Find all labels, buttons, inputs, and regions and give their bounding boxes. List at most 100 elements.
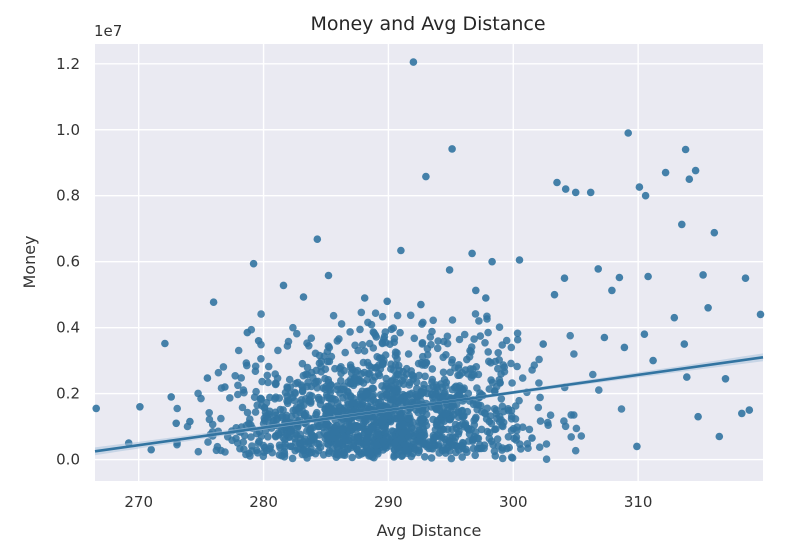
data-point (469, 444, 478, 453)
data-point (395, 379, 403, 388)
data-point (476, 401, 485, 410)
data-point (231, 372, 239, 380)
data-point (346, 392, 355, 400)
data-point (314, 446, 323, 455)
data-point (278, 425, 286, 434)
data-point (360, 347, 369, 355)
data-point (197, 394, 205, 403)
data-point (409, 58, 418, 66)
data-point (382, 382, 391, 391)
data-point (542, 440, 551, 448)
data-point (299, 371, 308, 380)
data-point (474, 370, 483, 379)
data-point (550, 290, 559, 299)
data-point (362, 389, 370, 398)
data-point (313, 408, 321, 417)
data-point (513, 426, 521, 435)
data-point (567, 433, 575, 441)
data-point (329, 311, 338, 320)
y-tick-labels: 0.0 0.2 0.4 0.6 0.8 1.0 1.2 (56, 55, 80, 469)
data-point (704, 304, 712, 312)
data-point (353, 424, 362, 432)
data-point (317, 368, 326, 376)
data-point (221, 383, 229, 391)
data-point (463, 355, 471, 364)
data-point (535, 355, 543, 364)
data-point (452, 382, 460, 391)
data-point (359, 358, 368, 367)
data-point (367, 433, 376, 442)
data-point (161, 339, 169, 348)
data-point (600, 333, 609, 342)
data-point (523, 440, 532, 448)
data-point (635, 183, 644, 191)
data-point (617, 405, 626, 413)
data-point (738, 409, 746, 418)
data-point (680, 340, 689, 348)
data-point (513, 362, 521, 371)
data-point (400, 373, 408, 382)
data-point (324, 342, 333, 350)
data-point (283, 342, 292, 350)
data-point (577, 432, 586, 440)
data-point (238, 403, 247, 412)
data-point (226, 394, 234, 402)
data-point (608, 286, 616, 295)
data-point (683, 373, 691, 381)
data-point (296, 399, 305, 407)
data-point (417, 300, 425, 309)
data-point (393, 311, 402, 320)
data-point (494, 349, 503, 357)
data-point (335, 335, 343, 343)
data-point (299, 437, 308, 446)
data-point (484, 328, 492, 337)
data-point (468, 249, 476, 258)
data-point (239, 386, 248, 394)
data-point (329, 428, 337, 437)
data-point (414, 422, 423, 430)
data-point (407, 424, 416, 432)
data-point (322, 391, 331, 399)
data-point (340, 382, 348, 391)
data-point (437, 434, 446, 442)
data-point (466, 346, 474, 355)
data-point (317, 357, 326, 366)
data-point (406, 311, 415, 320)
chart-title: Money and Avg Distance (310, 13, 545, 35)
data-point (396, 394, 404, 402)
data-point (393, 349, 401, 357)
data-point (439, 368, 448, 377)
data-point (458, 438, 467, 447)
grid-lines (95, 44, 763, 481)
data-point (311, 349, 320, 358)
data-point (324, 271, 333, 280)
data-point (388, 388, 397, 397)
data-point (480, 444, 488, 453)
data-point (442, 378, 451, 387)
data-point (323, 420, 332, 428)
data-point (276, 405, 285, 414)
data-point (507, 343, 516, 352)
data-point (528, 366, 536, 374)
data-point (513, 335, 522, 344)
data-point (418, 352, 427, 361)
data-point (313, 235, 322, 243)
data-point (383, 297, 392, 306)
data-point (710, 228, 719, 237)
data-point (271, 395, 279, 403)
data-point (427, 454, 436, 462)
data-point (351, 341, 359, 350)
data-point (396, 328, 404, 337)
data-point (346, 328, 354, 336)
data-point (382, 427, 390, 435)
y-tick-label: 0.2 (56, 385, 80, 403)
data-point (393, 370, 402, 379)
data-point (299, 293, 308, 301)
data-point (147, 445, 155, 454)
data-point (257, 395, 266, 404)
y-tick-label: 0.4 (56, 319, 80, 337)
data-point (485, 429, 494, 437)
data-point (305, 342, 313, 350)
data-point (415, 371, 423, 380)
